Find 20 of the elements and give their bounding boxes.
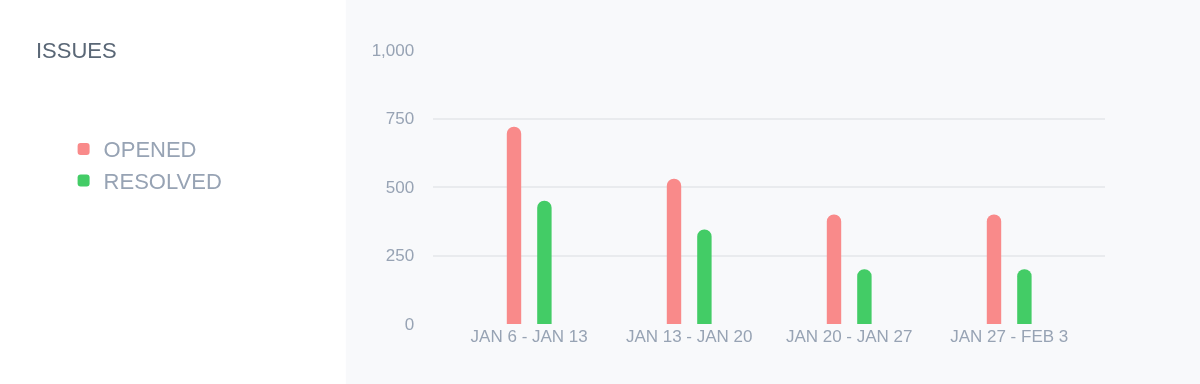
bar [697,229,712,324]
legend-label: RESOLVED [103,169,222,195]
bar [986,214,1002,324]
bar [666,178,682,324]
x-tick-label: JAN 6 - JAN 13 [470,327,588,346]
bar [857,269,872,324]
text: ISSUES [36,37,117,63]
x-tick-label: JAN 20 - JAN 27 [785,327,913,346]
y-tick-label: 0 [404,314,415,334]
y-tick-label: 750 [385,109,415,129]
bar [506,126,522,324]
bar [826,214,842,324]
bar [1017,269,1032,324]
y-tick-label: 1,000 [371,40,415,60]
bar [537,200,552,324]
x-tick-label: JAN 13 - JAN 20 [625,327,753,346]
y-tick-label: 500 [385,177,415,197]
legend-label: OPENED [103,137,197,163]
y-tick-label: 250 [385,246,415,266]
x-tick-label: JAN 27 - FEB 3 [950,327,1069,346]
